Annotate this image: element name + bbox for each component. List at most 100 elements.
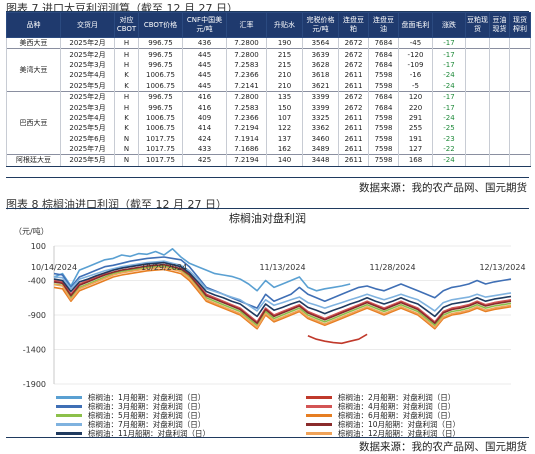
legend-label: 棕榈油：3月船期：对盘利润（日） xyxy=(88,402,206,411)
table-cell: 3460 xyxy=(302,133,339,144)
table-cell: 135 xyxy=(266,90,303,103)
table-row: 巴西大豆 2025年2月 H 996.75 416 7.2800 135 3399 2672 76… xyxy=(6,90,531,155)
table-cell: 2025年5月 xyxy=(60,80,115,92)
column-header: 连盘豆粕 xyxy=(338,12,369,38)
table-cell: 7598 xyxy=(368,70,399,81)
table-cell: H xyxy=(114,59,139,71)
table-cell: 2611 xyxy=(338,80,369,92)
series-line xyxy=(53,268,512,330)
table-cell: K xyxy=(114,70,139,81)
table-cell: -17 xyxy=(432,36,466,49)
table-cell: 7.2366 xyxy=(226,112,267,124)
table-cell: -23 xyxy=(432,133,466,144)
table-cell: 2025年5月 xyxy=(60,123,115,134)
table-cell: -5 xyxy=(398,80,433,92)
table-cell: 210 xyxy=(266,80,303,92)
table-cell: 2025年6月 xyxy=(60,133,115,144)
series-line xyxy=(53,265,512,327)
table-cell: -24 xyxy=(432,112,466,124)
series-line xyxy=(53,266,512,329)
legend-swatch xyxy=(306,405,332,408)
table-cell: H xyxy=(114,48,139,60)
table-cell: 996.75 xyxy=(138,59,183,71)
table-cell: 255 xyxy=(398,123,433,134)
legend-item: 棕榈油：5月船期：对盘利润（日） xyxy=(56,410,205,421)
column-header: 交货月 xyxy=(60,12,115,38)
legend-label: 棕榈油：4月船期：对盘利润（日） xyxy=(338,402,456,411)
table-cell xyxy=(465,59,490,71)
x-tick-label: 12/13/2024 xyxy=(479,263,525,272)
table-top-rule xyxy=(6,11,529,12)
table-row: 2025年5月 K 1006.75 414 7.2194 122 3362 2611 7598 2… xyxy=(7,123,531,134)
table-cell: 3618 xyxy=(302,70,339,81)
table-cell: 7598 xyxy=(368,154,399,167)
table-cell xyxy=(465,102,490,113)
legend-label: 棕榈油：12月船期：对盘利润（日） xyxy=(338,429,461,438)
table-cell: 3399 xyxy=(302,90,339,103)
table-cell: 416 xyxy=(182,102,227,113)
table-cell: -16 xyxy=(398,70,433,81)
soybean-profit-table: 品种 交货月 对应CBOT CBOT价格 CNF中国美元/吨 汇率 升贴水 完税价格元/吨 连盘… xyxy=(6,12,531,167)
table-cell: 7598 xyxy=(368,80,399,92)
table-cell: 7.2583 xyxy=(226,59,267,71)
table-cell: 210 xyxy=(266,70,303,81)
table-cell: -24 xyxy=(432,154,466,167)
table-cell: 7.2800 xyxy=(226,48,267,60)
variety-cell: 巴西大豆 xyxy=(6,90,61,155)
table-cell: 127 xyxy=(398,143,433,155)
table-cell xyxy=(465,143,490,155)
legend-swatch xyxy=(56,432,82,435)
table-cell: N xyxy=(114,133,139,144)
table-cell: 2611 xyxy=(338,133,369,144)
table-cell: 7684 xyxy=(368,59,399,71)
legend-item: 棕榈油：2月船期：对盘利润（日） xyxy=(306,392,455,403)
series-line xyxy=(53,260,512,312)
table-cell: 2672 xyxy=(338,48,369,60)
table-bottom-rule xyxy=(6,177,529,178)
legend-item: 棕榈油：6月船期：对盘利润（日） xyxy=(306,410,455,421)
table-row: 2025年3月 H 996.75 416 7.2583 150 3399 2672 7684 22… xyxy=(7,102,531,113)
table-cell: 7.2800 xyxy=(226,90,267,103)
table-cell: 414 xyxy=(182,123,227,134)
column-header: 汇率 xyxy=(226,12,267,38)
table-cell: 433 xyxy=(182,143,227,155)
table-cell: 2672 xyxy=(338,90,369,103)
table-cell: 445 xyxy=(182,48,227,60)
table-cell xyxy=(509,123,531,134)
y-tick-label: -900 xyxy=(28,311,46,320)
table-cell: 2611 xyxy=(338,123,369,134)
table-cell xyxy=(509,36,531,49)
table-cell: 7.2583 xyxy=(226,102,267,113)
table-cell: -17 xyxy=(432,102,466,113)
legend-swatch xyxy=(306,396,332,399)
table-cell: 120 xyxy=(398,90,433,103)
table-cell xyxy=(465,48,490,60)
table-cell: 7684 xyxy=(368,36,399,49)
legend-label: 棕榈油：5月船期：对盘利润（日） xyxy=(88,411,206,420)
table-cell: 996.75 xyxy=(138,48,183,60)
table-cell: 425 xyxy=(182,154,227,167)
table-cell: 2672 xyxy=(338,102,369,113)
legend-item: 棕榈油：7月船期：对盘利润（日） xyxy=(56,419,205,430)
table-cell xyxy=(509,48,531,60)
table-cell xyxy=(489,112,510,124)
column-header: 品种 xyxy=(6,12,61,38)
table-cell: -45 xyxy=(398,36,433,49)
table-cell: 2025年2月 xyxy=(60,36,115,49)
table-cell: 1006.75 xyxy=(138,80,183,92)
table-cell: 2611 xyxy=(338,154,369,167)
column-header: 豆油现货 xyxy=(489,12,510,38)
y-tick-label: -1900 xyxy=(23,380,46,389)
column-header: 盘面毛利 xyxy=(398,12,433,38)
table-cell xyxy=(509,154,531,167)
table-cell: 2611 xyxy=(338,112,369,124)
series-line xyxy=(53,263,512,325)
table-cell xyxy=(509,80,531,92)
chart-bottom-rule xyxy=(6,437,529,438)
table-row: 阿根廷大豆 2025年5月 N 1017.75 425 7.2194 140 3448 2611… xyxy=(6,154,531,167)
table-cell: 215 xyxy=(266,48,303,60)
table-cell: 7598 xyxy=(368,123,399,134)
table-cell: 2025年3月 xyxy=(60,102,115,113)
legend-swatch xyxy=(306,423,332,426)
table-cell: 291 xyxy=(398,112,433,124)
